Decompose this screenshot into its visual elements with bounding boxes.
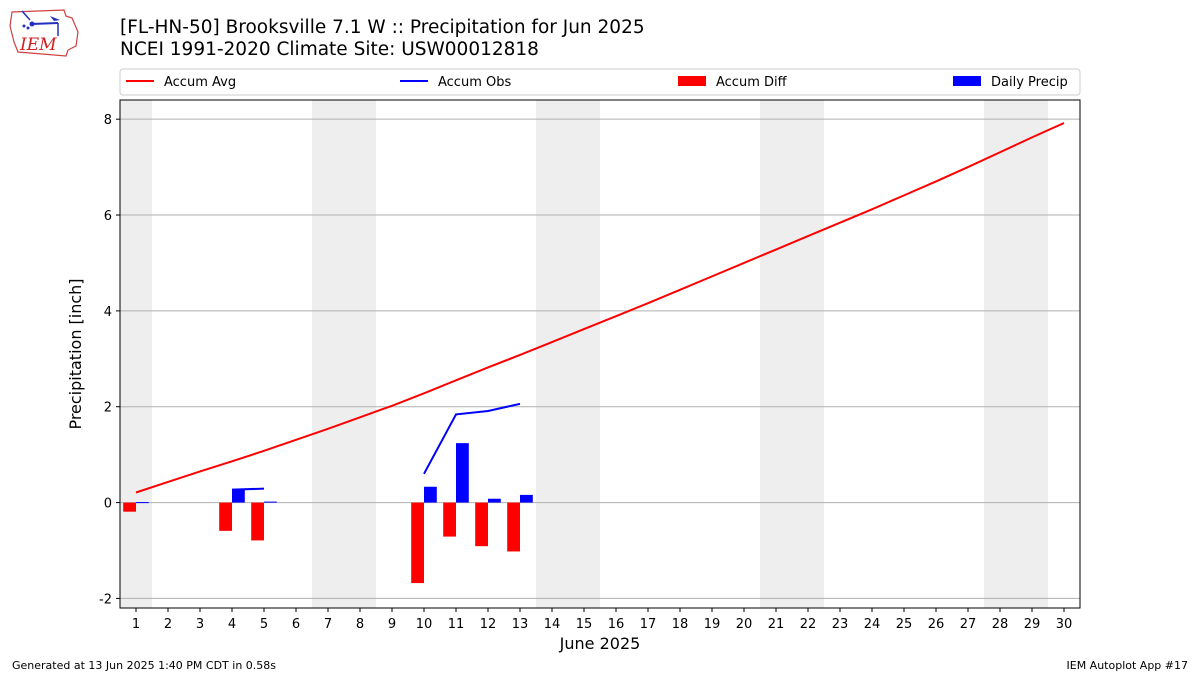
y-tick-label: 2	[104, 401, 112, 416]
x-tick-label: 1	[132, 617, 140, 632]
y-tick-label: 0	[104, 497, 112, 512]
footer-generated: Generated at 13 Jun 2025 1:40 PM CDT in …	[12, 659, 277, 672]
x-axis-label: June 2025	[559, 634, 641, 653]
x-tick-label: 28	[992, 617, 1009, 632]
chart-title: [FL-HN-50] Brooksville 7.1 W :: Precipit…	[120, 17, 645, 38]
x-tick-label: 15	[576, 617, 593, 632]
weekend-shade	[984, 100, 1048, 608]
x-tick-label: 27	[960, 617, 977, 632]
x-tick-label: 8	[356, 617, 364, 632]
daily-precip-bar	[520, 494, 533, 503]
x-tick-label: 26	[928, 617, 945, 632]
y-tick-label: 8	[104, 113, 112, 128]
iem-logo: IEM	[8, 6, 80, 58]
daily-precip-bar	[424, 486, 437, 503]
daily-precip-bar	[456, 443, 469, 503]
daily-precip-bar	[136, 502, 149, 504]
accum-diff-bar	[251, 502, 264, 541]
accum-diff-bar	[475, 502, 488, 547]
plot-frame	[119, 99, 1081, 609]
daily-precip-bar	[232, 489, 245, 503]
accum-diff-bar	[443, 502, 456, 537]
x-tick-label: 21	[768, 617, 785, 632]
legend-label: Daily Precip	[991, 75, 1068, 90]
x-tick-label: 25	[896, 617, 913, 632]
logo-text: IEM	[19, 35, 57, 55]
x-tick-label: 11	[448, 617, 465, 632]
legend-swatch-bar	[953, 76, 981, 86]
x-tick-label: 12	[480, 617, 497, 632]
accum-diff-bar	[411, 502, 424, 584]
x-tick-label: 18	[672, 617, 689, 632]
legend-swatch-bar	[678, 76, 706, 86]
iem-logo-graphic: IEM	[9, 9, 79, 57]
legend-box	[119, 68, 1081, 96]
weekend-shade	[312, 100, 376, 608]
y-tick-label: 4	[104, 305, 112, 320]
x-tick-label: 5	[260, 617, 268, 632]
x-tick-label: 2	[164, 617, 172, 632]
x-tick-label: 7	[324, 617, 332, 632]
y-tick-label: 6	[104, 209, 112, 224]
accum-obs-line	[423, 402, 521, 475]
x-tick-label: 14	[544, 617, 561, 632]
x-tick-label: 13	[512, 617, 529, 632]
chart-subtitle: NCEI 1991-2020 Climate Site: USW00012818	[120, 39, 539, 60]
legend-label: Accum Diff	[716, 75, 788, 90]
accum-diff-bar	[123, 502, 136, 512]
x-tick-label: 6	[292, 617, 300, 632]
x-tick-label: 24	[864, 617, 881, 632]
weekend-shade	[536, 100, 600, 608]
x-tick-label: 16	[608, 617, 625, 632]
x-tick-label: 30	[1056, 617, 1073, 632]
legend-label: Accum Obs	[438, 75, 511, 90]
weekend-shade	[760, 100, 824, 608]
x-tick-label: 9	[388, 617, 396, 632]
x-tick-label: 17	[640, 617, 657, 632]
daily-precip-bar	[264, 501, 277, 503]
x-tick-label: 23	[832, 617, 849, 632]
x-tick-label: 4	[228, 617, 236, 632]
legend-label: Accum Avg	[164, 75, 236, 90]
x-tick-label: 3	[196, 617, 204, 632]
x-tick-label: 29	[1024, 617, 1041, 632]
accum-diff-bar	[219, 502, 232, 531]
x-tick-label: 20	[736, 617, 753, 632]
y-axis-label: Precipitation [inch]	[66, 278, 85, 429]
weekend-shade	[120, 100, 152, 608]
daily-precip-bar	[488, 498, 501, 503]
accum-avg-line	[135, 122, 1065, 494]
x-tick-label: 10	[416, 617, 433, 632]
y-tick-label: -2	[99, 592, 112, 607]
footer-app: IEM Autoplot App #17	[1066, 659, 1189, 672]
x-tick-label: 22	[800, 617, 817, 632]
x-tick-label: 19	[704, 617, 721, 632]
accum-obs-line	[231, 487, 265, 491]
accum-diff-bar	[507, 502, 520, 552]
